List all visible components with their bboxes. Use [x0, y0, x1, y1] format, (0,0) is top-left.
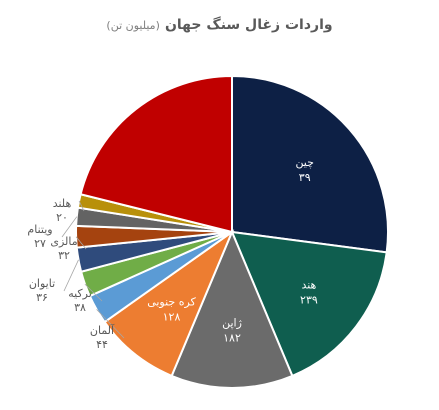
slice-name-label: کره جنوبی — [147, 295, 196, 308]
pie-slice-10 — [79, 74, 233, 234]
slice-name-label: سایر — [161, 144, 184, 157]
chart-subtitle: (میلیون تن) — [106, 19, 160, 32]
slice-name-label: چین — [295, 156, 314, 169]
slice-value-label: ۳۹ — [299, 171, 311, 184]
leader-line — [61, 216, 78, 238]
slice-name-label: مالزی — [50, 235, 77, 248]
leader-line — [78, 200, 85, 212]
slice-name-label: تایوان — [29, 277, 55, 290]
slice-value-label: ۱۸۲ — [223, 332, 241, 345]
slice-value-label: ۴۴ — [96, 338, 108, 351]
chart-title: واردات زغال سنگ جهان (میلیون تن) — [0, 14, 439, 33]
leader-line — [84, 283, 103, 302]
slice-value-label: ۱۲۸ — [163, 310, 181, 323]
slice-name-label: ژاپن — [222, 317, 242, 330]
slice-value-label: ۳۸ — [74, 301, 86, 314]
slice-value-label: ۳۲ — [58, 249, 70, 262]
leader-lines — [61, 200, 125, 339]
pie-slice-2 — [170, 229, 294, 389]
slice-value-label: ۲۰ — [56, 211, 68, 224]
slice-name-label: آلمان — [90, 323, 115, 337]
slice-value-label: ۳۶ — [36, 291, 48, 304]
leader-line — [75, 236, 87, 250]
slice-name-label: ویتنام — [27, 223, 52, 236]
leader-line — [63, 259, 79, 292]
leader-line — [96, 309, 125, 339]
slice-name-label: هلند — [53, 197, 72, 210]
chart-title-text: واردات زغال سنگ جهان — [164, 17, 333, 33]
slice-name-label: هند — [301, 279, 316, 292]
slice-name-label: ترکیه — [68, 287, 92, 300]
pie-slice-1 — [230, 230, 388, 378]
pie-slice-0 — [231, 74, 390, 254]
pie-slice-3 — [103, 229, 235, 378]
slice-value-label: ۲۳۹ — [300, 294, 318, 307]
pie-slices — [75, 74, 390, 389]
slice-value-label: ۲۷ — [34, 237, 46, 250]
